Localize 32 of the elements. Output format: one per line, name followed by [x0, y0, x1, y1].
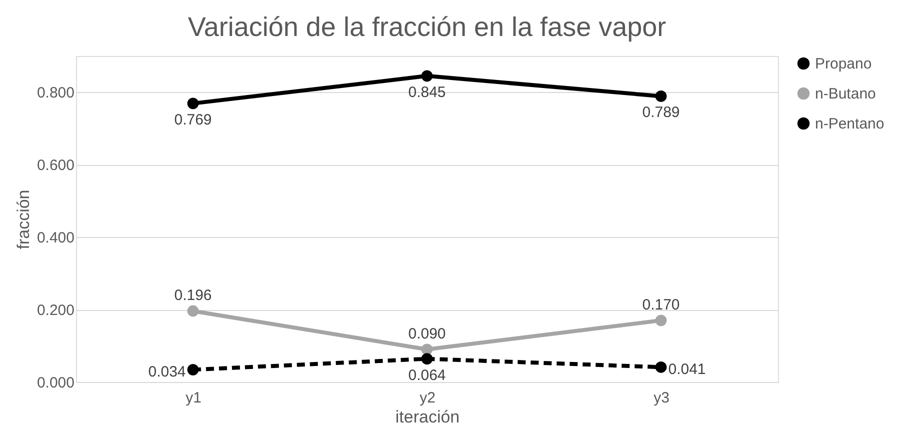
point [655, 314, 667, 326]
y-tick-label: 0.600 [36, 157, 74, 174]
point [187, 98, 199, 110]
legend-label: n-Pentano [815, 116, 884, 132]
data-label: 0.041 [668, 361, 706, 378]
point [421, 353, 433, 365]
legend-label: Propano [815, 56, 872, 72]
x-tick-label: y2 [420, 390, 436, 406]
y-axis-title: fracción [14, 190, 33, 250]
chart-title: Variación de la fracción en la fase vapor [188, 12, 666, 42]
data-label: 0.090 [408, 325, 446, 342]
y-tick-label: 0.800 [36, 84, 74, 102]
data-label: 0.170 [642, 296, 680, 314]
data-label: 0.064 [408, 366, 446, 384]
y-tick-label: 0.200 [36, 302, 74, 320]
point [655, 90, 667, 102]
data-label: 0.845 [408, 84, 446, 101]
point [187, 305, 199, 317]
y-tick-label: 0.400 [36, 230, 74, 247]
data-label: 0.196 [174, 287, 212, 304]
data-label: 0.789 [642, 104, 680, 122]
x-tick-label: y1 [186, 390, 202, 406]
legend-label: n-Butano [815, 86, 876, 102]
y-tick-label: 0.000 [36, 374, 74, 392]
x-axis-title: iteración [395, 408, 460, 426]
x-tick-label: y3 [654, 390, 670, 406]
point [655, 361, 667, 373]
data-label: 0.769 [174, 111, 212, 128]
point [187, 364, 199, 376]
point [421, 70, 433, 82]
point [421, 344, 433, 356]
data-label: 0.034 [148, 364, 186, 381]
